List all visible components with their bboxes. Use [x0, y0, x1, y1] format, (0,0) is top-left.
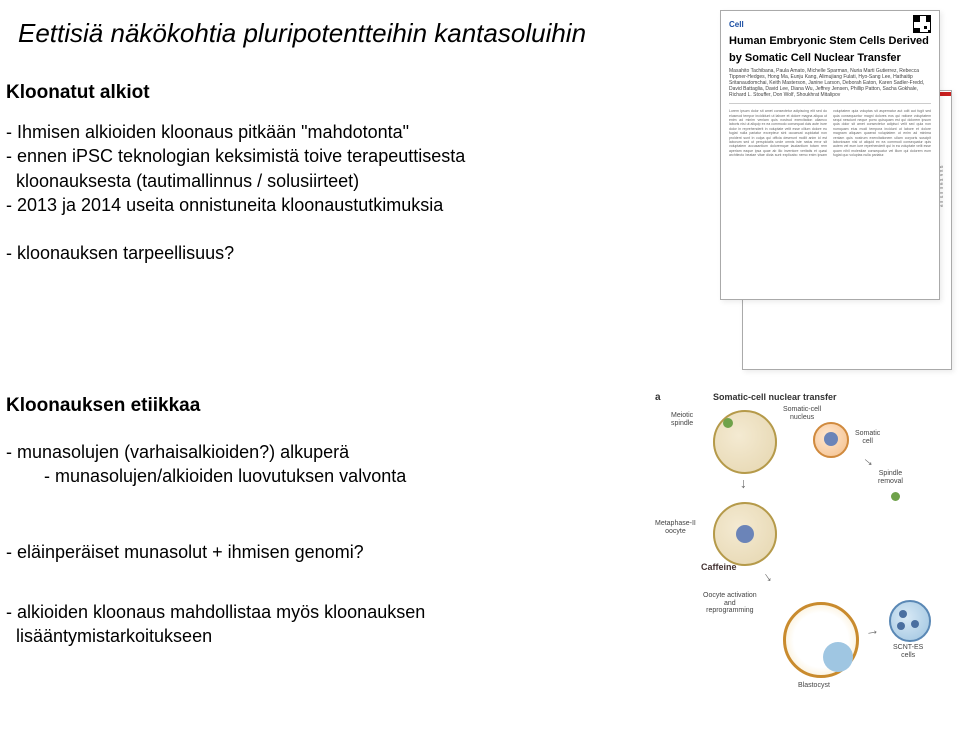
s4-line: - munasolujen (varhaisalkioiden?) alkupe…: [6, 440, 406, 464]
section1-heading: Kloonatut alkiot: [6, 82, 150, 104]
scnt-label: SCNT-EScells: [893, 644, 923, 659]
journal-name: Cell: [729, 20, 744, 29]
arrow-icon: →: [859, 449, 880, 470]
paper-thumbnail-cell: Cell Human Embryonic Stem Cells Derived …: [720, 10, 940, 300]
scnt-diagram: a Somatic-cell nuclear transfer Meiotics…: [653, 392, 938, 702]
paper1-title-l1: Human Embryonic Stem Cells Derived: [721, 33, 939, 50]
scnt-es-cells: [889, 600, 931, 642]
removed-spindle-icon: [891, 492, 900, 501]
mII-label: Metaphase-IIoocyte: [655, 520, 696, 535]
qr-icon: [913, 15, 931, 33]
inner-cell-mass-icon: [823, 642, 853, 672]
s1-line: kloonauksesta (tautimallinnus / solusiir…: [6, 169, 465, 193]
slide-title: Eettisiä näkökohtia pluripotentteihin ka…: [18, 18, 586, 49]
oocyte-top: [713, 410, 777, 474]
panel-label: a: [655, 392, 661, 403]
s5-line: - eläinperäiset munasolut + ihmisen geno…: [6, 540, 364, 564]
section1-body: - Ihmisen alkioiden kloonaus pitkään "ma…: [6, 120, 465, 266]
blastocyst-label: Blastocyst: [798, 682, 830, 690]
s1-line: - 2013 ja 2014 useita onnistuneita kloon…: [6, 193, 465, 217]
section4-body: - munasolujen (varhaisalkioiden?) alkupe…: [6, 440, 406, 489]
arrow-icon: →: [738, 477, 754, 491]
oar-label: Oocyte activationandreprogramming: [703, 592, 757, 615]
caffeine-label: Caffeine: [701, 562, 737, 572]
somatic-nucleus-icon: [824, 432, 838, 446]
s4-line: - munasolujen/alkioiden luovutuksen valv…: [6, 464, 406, 488]
s6-line: - alkioiden kloonaus mahdollistaa myös k…: [6, 600, 425, 624]
diagram-title: Somatic-cell nuclear transfer: [713, 392, 837, 402]
meiotic-spindle-icon: [723, 418, 733, 428]
section3-heading: Kloonauksen etiikkaa: [6, 395, 200, 417]
arrow-icon: →: [864, 621, 881, 639]
s1-line: - ennen iPSC teknologian keksimistä toiv…: [6, 144, 465, 168]
section6-body: - alkioiden kloonaus mahdollistaa myös k…: [6, 600, 425, 649]
section5-body: - eläinperäiset munasolut + ihmisen geno…: [6, 540, 364, 564]
paper1-abstract: Lorem ipsum dolor sit amet consectetur a…: [721, 107, 939, 159]
paper1-title-l2: by Somatic Cell Nuclear Transfer: [721, 50, 939, 67]
meiotic-label: Meioticspindle: [671, 412, 693, 427]
somatic-cell-label: Somaticcell: [855, 430, 880, 445]
s6-line: lisääntymistarkoitukseen: [6, 624, 425, 648]
s1-line: - Ihmisen alkioiden kloonaus pitkään "ma…: [6, 120, 465, 144]
injected-nucleus-icon: [736, 525, 754, 543]
somatic-nuc-label: Somatic-cellnucleus: [783, 406, 821, 421]
arrow-icon: →: [759, 566, 780, 587]
spindle-removal-label: Spindleremoval: [878, 470, 903, 485]
paper1-authors: Masahito Tachibana, Paula Amato, Michell…: [721, 66, 939, 100]
s2-line: - kloonauksen tarpeellisuus?: [6, 241, 465, 265]
